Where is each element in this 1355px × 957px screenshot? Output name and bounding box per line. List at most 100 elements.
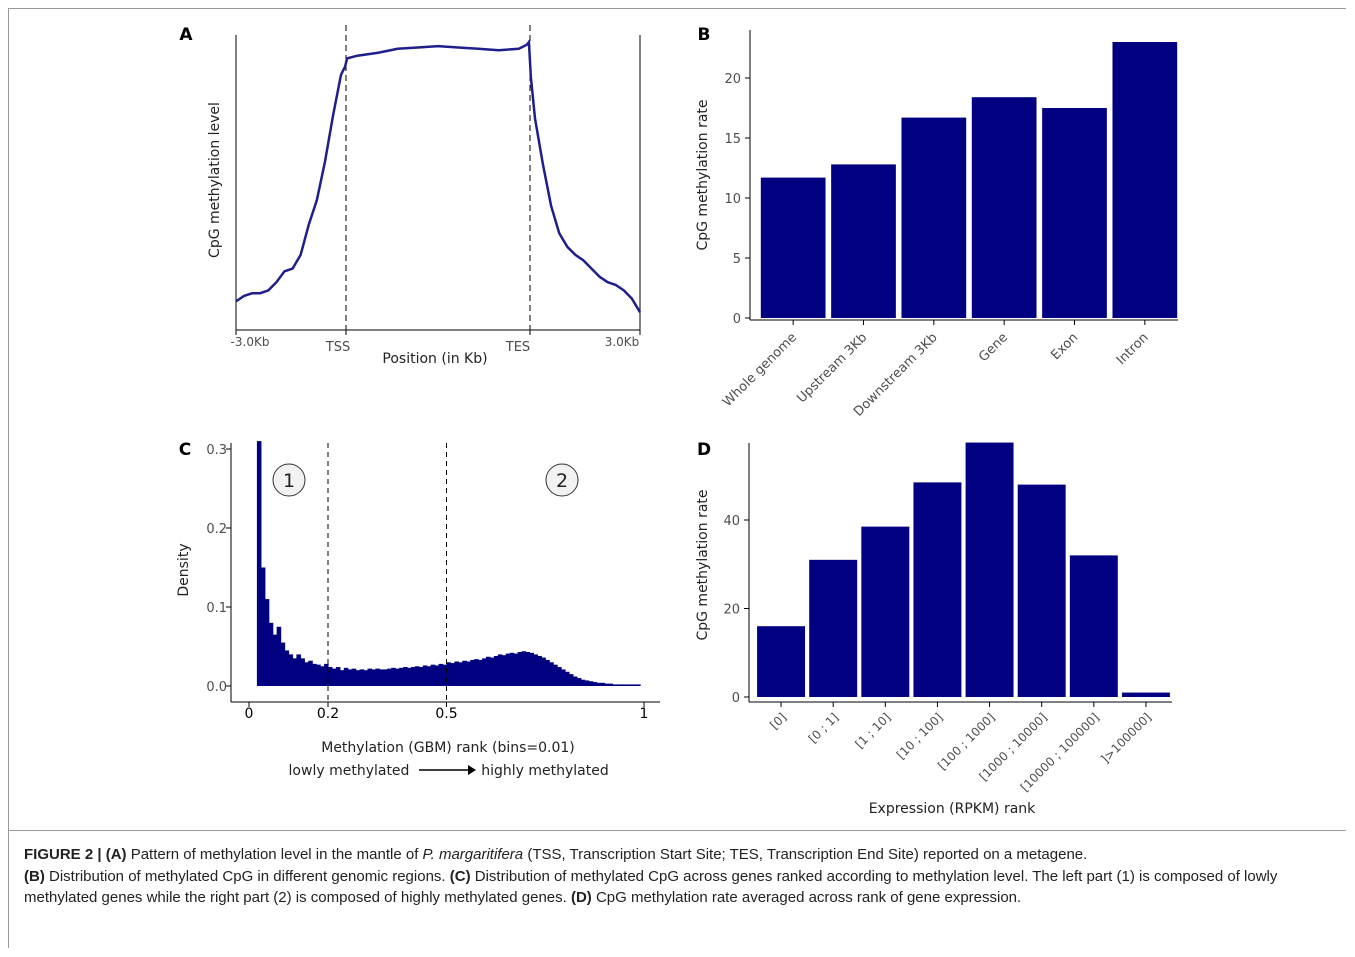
panel-c-bar: [335, 667, 341, 686]
panel-b-bar: [971, 97, 1037, 318]
panel-c-bar: [300, 658, 305, 686]
panel-c-bar: [549, 662, 554, 686]
panel-c-bar: [509, 652, 515, 686]
panel-c-bar: [359, 669, 365, 686]
panel-a-y-label: CpG methylation level: [207, 102, 223, 258]
panel-c-region-badge: [545, 463, 579, 497]
panel-c-bar: [395, 668, 400, 686]
panel-c-bar: [284, 650, 290, 686]
panel-b-category-label: Gene: [976, 330, 1011, 365]
panel-a-series-line: [235, 38, 642, 313]
panel-c-x-note-left: lowly methylated: [289, 763, 410, 779]
panel-b-category-label: Upstream 3Kb: [794, 330, 870, 406]
panel-c-bar: [375, 668, 380, 686]
panel-c-bar: [292, 658, 297, 686]
panel-c-bar: [466, 661, 471, 686]
panel-d-bar: [965, 442, 1014, 697]
figure-frame: [8, 8, 1346, 948]
panel-b-bar: [760, 177, 826, 318]
panel-c-bar: [545, 659, 550, 686]
panel-c-bar: [517, 652, 523, 686]
figure-caption: FIGURE 2 | (A) Pattern of methylation le…: [24, 846, 1278, 906]
panel-c-bar: [260, 567, 266, 686]
panel-c-bar: [588, 681, 594, 686]
panel-c-bar: [418, 667, 424, 686]
panel-c-bar: [565, 671, 570, 686]
panel-c-y-label: Density: [176, 543, 192, 596]
panel-c-bar: [470, 659, 475, 686]
panel-c-bar: [501, 655, 507, 686]
panel-c-bar: [442, 664, 448, 686]
panel-d-category-label: [0 ; 1]: [806, 710, 842, 746]
panel-c-bar: [478, 659, 483, 686]
panel-a-tick-label: 3.0Kb: [605, 335, 640, 349]
panel-c-bar: [446, 662, 452, 686]
panel-c-x-note-right: highly methylated: [481, 763, 609, 779]
panel-d-tick-label: 40: [723, 514, 740, 529]
caption-panel-key: (D): [570, 889, 592, 906]
panel-c-tick-label: 1: [640, 706, 649, 722]
caption-panel-key: (A): [105, 846, 127, 863]
panel-c-bar: [486, 656, 491, 686]
panel-d-bar: [861, 526, 910, 697]
panel-c-bar: [572, 676, 578, 686]
panel-b-bar: [901, 117, 967, 318]
panel-c-bar: [482, 658, 487, 686]
panel-c-bar: [616, 684, 621, 686]
panel-d-category-label: ]>100000]: [1098, 710, 1154, 766]
panel-c-bar: [541, 657, 546, 686]
panel-c-bar: [580, 679, 586, 686]
panel-c-bar: [612, 684, 617, 686]
panel-d-tick-label: 20: [723, 603, 740, 618]
panel-c-bar: [632, 684, 637, 686]
panel-c-bar: [410, 667, 416, 686]
panel-c-bar: [505, 653, 511, 686]
panel-c-letter: C: [179, 440, 191, 460]
panel-c-bar: [576, 678, 582, 686]
panel-c-bar: [513, 653, 519, 686]
panel-c-tick-label: 0.5: [435, 706, 457, 722]
panel-a-x-label: Position (in Kb): [382, 351, 487, 367]
panel-b-category-label: Intron: [1114, 330, 1152, 368]
panel-c-tick-label: 0.2: [317, 706, 339, 722]
panel-c-bar: [343, 667, 349, 686]
panel-c-bar: [561, 669, 566, 686]
panel-c-bar: [628, 684, 633, 686]
panel-b-tick-label: 10: [724, 192, 741, 207]
panel-c-bar: [533, 654, 538, 686]
panel-c-bar: [399, 667, 404, 686]
panel-c-bar: [557, 667, 562, 686]
panel-b-tick-label: 5: [733, 252, 741, 267]
panel-c-bar: [450, 663, 455, 686]
panel-d-bar: [1121, 692, 1170, 697]
panel-c-bar: [426, 666, 432, 686]
panel-c-bar: [592, 682, 598, 686]
panel-c-bar: [331, 668, 337, 686]
panel-d-bar: [1069, 555, 1118, 697]
caption-species: P. margaritifera: [422, 846, 524, 863]
caption-panel-key: (C): [449, 867, 471, 885]
panel-d-y-label: CpG methylation rate: [695, 489, 711, 640]
panel-c-bar: [316, 664, 321, 686]
panel-c-bar: [422, 665, 428, 686]
panel-c-bar: [537, 655, 542, 686]
panel-c-bar: [624, 684, 629, 686]
panel-c-region-badge: [272, 463, 306, 497]
panel-c-bar: [636, 684, 641, 686]
panel-c-bar: [608, 683, 613, 686]
panel-c-bar: [489, 657, 495, 686]
panel-c-tick-label: 0: [245, 706, 254, 722]
panel-c-bar: [363, 670, 369, 686]
panel-b-tick-label: 15: [724, 132, 741, 147]
caption-divider: [8, 830, 1346, 831]
panel-b-tick-label: 0: [733, 312, 741, 327]
panel-c-tick-label: 0.2: [206, 522, 227, 537]
panel-c-bar: [320, 666, 325, 686]
panel-d-bar: [757, 626, 806, 697]
panel-d-category-label: [0]: [767, 710, 789, 732]
panel-a-tick-label: TES: [505, 340, 530, 355]
panel-c-arrow-head: [468, 765, 476, 775]
panel-c-bar: [474, 659, 479, 686]
panel-a-letter: A: [179, 25, 193, 45]
panel-c-bar: [296, 654, 301, 686]
